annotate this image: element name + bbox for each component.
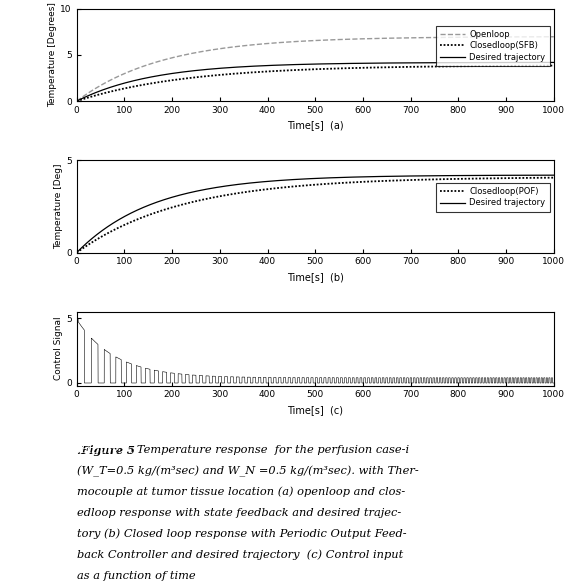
Text: .  Temperature response  for the perfusion case-i: . Temperature response for the perfusion… (126, 445, 409, 455)
Desired trajectory (102, 86, 108, 93)
Closedloop(SFB) (167, 77, 174, 84)
X-axis label: Time[s]  (a): Time[s] (a) (287, 121, 344, 131)
Openloop (73, 98, 80, 105)
Openloop (307, 38, 314, 45)
Desired trajectory (102, 225, 108, 232)
Desired trajectory (525, 59, 532, 66)
Desired trajectory (167, 195, 174, 202)
Desired trajectory (76, 97, 82, 104)
Line: Openloop: Openloop (77, 37, 554, 101)
X-axis label: Time[s]  (c): Time[s] (c) (287, 405, 343, 415)
Openloop (550, 33, 557, 40)
Closedloop(SFB) (525, 62, 532, 69)
Openloop (93, 84, 100, 91)
Desired trajectory (307, 175, 314, 182)
Line: Desired trajectory: Desired trajectory (77, 63, 554, 101)
X-axis label: Time[s]  (b): Time[s] (b) (287, 272, 344, 282)
Desired trajectory (550, 172, 557, 179)
Closedloop(POF) (167, 205, 174, 212)
Text: mocouple at tumor tissue location (a) openloop and clos-: mocouple at tumor tissue location (a) op… (77, 487, 405, 498)
Legend: Closedloop(POF), Desired trajectory: Closedloop(POF), Desired trajectory (436, 183, 550, 212)
Closedloop(POF) (550, 174, 557, 181)
Text: .Figure 5: .Figure 5 (77, 445, 135, 456)
Text: .Figure 5.  Temperature response  for the perfusion case-i: .Figure 5. Temperature response for the … (77, 445, 413, 455)
Closedloop(POF) (93, 236, 100, 243)
Openloop (102, 79, 108, 86)
Desired trajectory (73, 249, 80, 256)
Line: Closedloop(SFB): Closedloop(SFB) (77, 66, 554, 101)
Desired trajectory (73, 98, 80, 105)
Text: edloop response with state feedback and desired trajec-: edloop response with state feedback and … (77, 507, 401, 517)
Closedloop(SFB) (550, 62, 557, 69)
Closedloop(POF) (76, 247, 82, 254)
Desired trajectory (93, 89, 100, 96)
Openloop (167, 54, 174, 62)
Text: back Controller and desired trajectory  (c) Control input: back Controller and desired trajectory (… (77, 550, 403, 560)
Openloop (525, 33, 532, 40)
Text: as a function of time: as a function of time (77, 571, 195, 581)
Legend: Openloop, Closedloop(SFB), Desired trajectory: Openloop, Closedloop(SFB), Desired traje… (436, 26, 550, 66)
Closedloop(SFB) (307, 66, 314, 73)
Openloop (76, 96, 82, 103)
Text: (W_T=0.5 kg/(m³sec) and W_N =0.5 kg/(m³sec). with Ther-: (W_T=0.5 kg/(m³sec) and W_N =0.5 kg/(m³s… (77, 466, 419, 477)
Y-axis label: Control Signal: Control Signal (55, 317, 63, 380)
Closedloop(POF) (307, 182, 314, 189)
Closedloop(SFB) (76, 97, 82, 104)
Desired trajectory (76, 247, 82, 254)
Desired trajectory (550, 59, 557, 66)
Closedloop(POF) (102, 231, 108, 238)
Desired trajectory (93, 231, 100, 239)
Line: Desired trajectory: Desired trajectory (77, 175, 554, 253)
Closedloop(POF) (73, 249, 80, 256)
Y-axis label: Temperature [Deg]: Temperature [Deg] (55, 163, 63, 249)
Desired trajectory (307, 61, 314, 68)
Desired trajectory (167, 70, 174, 77)
Closedloop(SFB) (73, 98, 80, 105)
Closedloop(SFB) (102, 90, 108, 97)
Y-axis label: Temperature [Degrees]: Temperature [Degrees] (48, 2, 57, 107)
Closedloop(SFB) (93, 91, 100, 98)
Desired trajectory (525, 172, 532, 179)
Text: tory (b) Closed loop response with Periodic Output Feed-: tory (b) Closed loop response with Perio… (77, 529, 406, 539)
Line: Closedloop(POF): Closedloop(POF) (77, 178, 554, 253)
Closedloop(POF) (525, 175, 532, 182)
